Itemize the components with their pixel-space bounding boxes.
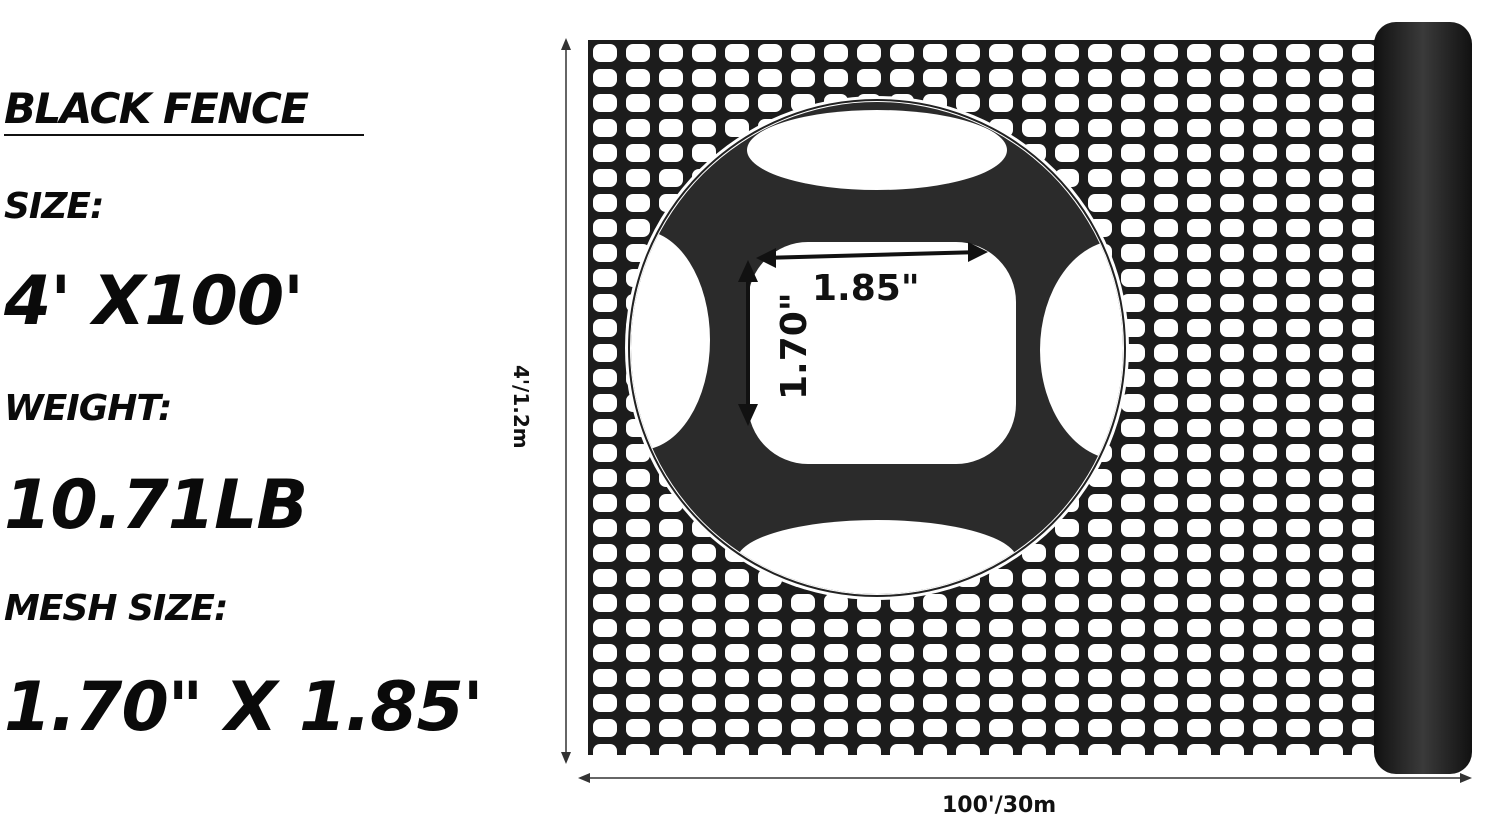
height-dimension-label: 4'/1.2m — [509, 365, 533, 449]
mesh-zoom-circle: 1.85" 1.70" — [625, 96, 1129, 600]
size-label: SIZE: — [4, 186, 104, 227]
title-underline — [4, 134, 364, 136]
width-dimension: 100'/30m — [578, 773, 1472, 818]
mesh-height-label: 1.70" — [774, 292, 815, 400]
mesh-width-label: 1.85" — [812, 268, 920, 309]
mesh-size-label: MESH SIZE: — [4, 588, 228, 629]
mesh-size-value: 1.70" X 1.85' — [4, 668, 484, 747]
weight-label: WEIGHT: — [4, 388, 172, 429]
product-title: BLACK FENCE — [4, 84, 309, 133]
fence-roll — [1374, 22, 1472, 774]
weight-value: 10.71LB — [4, 466, 308, 545]
size-value: 4' X100' — [4, 262, 304, 341]
height-dimension: 4'/1.2m — [509, 38, 571, 764]
width-dimension-label: 100'/30m — [942, 793, 1056, 818]
